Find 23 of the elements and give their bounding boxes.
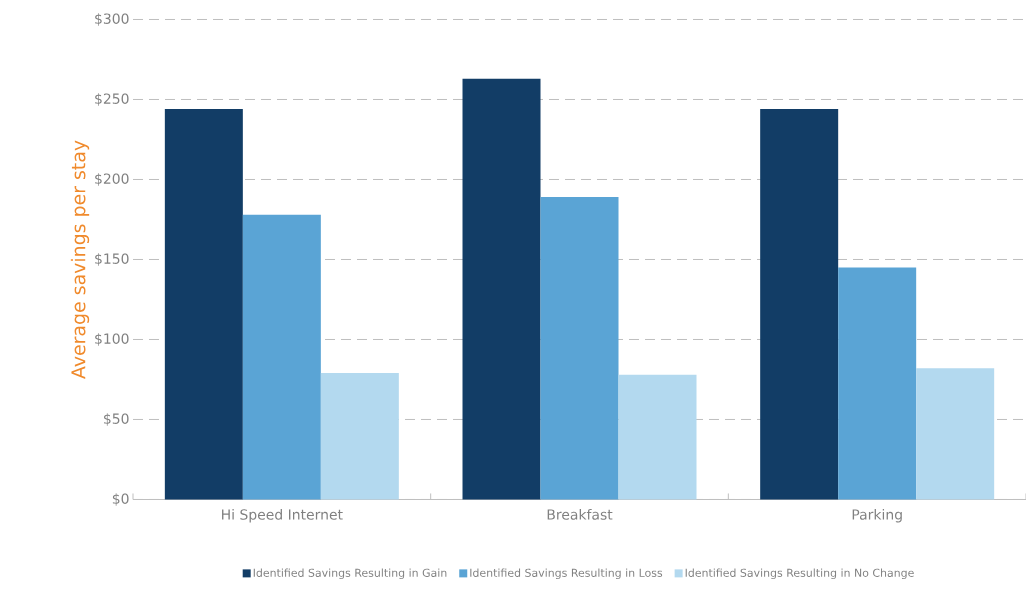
bar <box>618 374 697 500</box>
y-tick-label: $100 <box>95 333 129 346</box>
bar <box>164 109 243 500</box>
bar <box>760 109 839 500</box>
x-tick-label: Parking <box>852 509 902 523</box>
bar <box>320 373 399 500</box>
y-tick-label: $300 <box>95 13 129 26</box>
legend-label: Identified Savings Resulting in Loss <box>470 568 663 580</box>
y-tick-label: $200 <box>95 173 129 186</box>
bar <box>838 267 917 500</box>
y-tick-label: $150 <box>95 253 129 266</box>
y-axis-title: Average savings per stay <box>70 140 90 379</box>
legend-label: Identified Savings Resulting in Gain <box>253 568 447 580</box>
y-tick-label: $50 <box>104 413 129 426</box>
bar <box>462 78 541 500</box>
bar <box>916 368 995 500</box>
y-tick-label: $0 <box>112 493 129 506</box>
x-tick-label: Breakfast <box>547 509 613 520</box>
bar <box>242 214 321 500</box>
x-tick-label: Hi Speed Internet <box>222 509 343 523</box>
legend-label: Identified Savings Resulting in No Change <box>685 568 914 580</box>
bar <box>540 197 619 500</box>
y-tick-label: $250 <box>95 93 129 106</box>
